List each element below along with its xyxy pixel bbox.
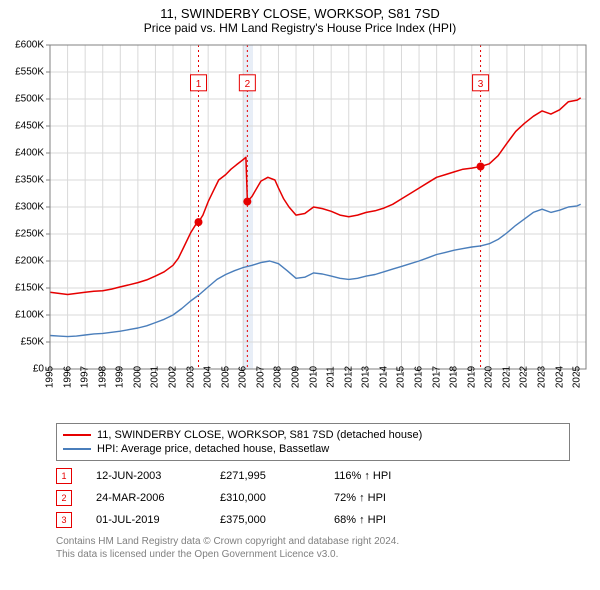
x-tick-label: 2000 [132, 366, 143, 388]
x-tick-label: 2025 [572, 366, 583, 388]
x-tick-label: 1995 [45, 366, 56, 388]
x-tick-label: 1998 [97, 366, 108, 388]
transaction-vs-hpi: 68% ↑ HPI [334, 514, 386, 526]
x-tick-label: 2016 [414, 366, 425, 388]
transaction-marker: 2 [56, 490, 72, 506]
transactions-table: 1 12-JUN-2003 £271,995 116% ↑ HPI 2 24-MAR-20… [56, 465, 570, 531]
x-tick-label: 1999 [115, 366, 126, 388]
footer-line-1: Contains HM Land Registry data © Crown c… [56, 535, 570, 548]
transaction-price: £310,000 [220, 492, 310, 504]
transaction-date: 01-JUL-2019 [96, 514, 196, 526]
chart-subtitle: Price paid vs. HM Land Registry's House … [0, 21, 600, 35]
x-tick-label: 2004 [203, 366, 214, 388]
transaction-row: 2 24-MAR-2006 £310,000 72% ↑ HPI [56, 487, 570, 509]
transaction-row: 1 12-JUN-2003 £271,995 116% ↑ HPI [56, 465, 570, 487]
x-tick-label: 2009 [291, 366, 302, 388]
x-tick-label: 2010 [308, 366, 319, 388]
transaction-vs-hpi: 72% ↑ HPI [334, 492, 386, 504]
footer-attribution: Contains HM Land Registry data © Crown c… [56, 535, 570, 561]
x-tick-label: 2014 [378, 366, 389, 388]
x-tick-label: 2021 [501, 366, 512, 388]
x-tick-label: 2003 [185, 366, 196, 388]
x-tick-label: 2023 [537, 366, 548, 388]
x-tick-label: 2012 [343, 366, 354, 388]
legend-item: 11, SWINDERBY CLOSE, WORKSOP, S81 7SD (d… [63, 428, 563, 442]
transaction-date: 12-JUN-2003 [96, 470, 196, 482]
x-tick-label: 2001 [150, 366, 161, 388]
x-tick-label: 2011 [326, 366, 337, 388]
x-tick-label: 2002 [168, 366, 179, 388]
x-tick-label: 2008 [273, 366, 284, 388]
legend-label: 11, SWINDERBY CLOSE, WORKSOP, S81 7SD (d… [97, 429, 422, 441]
x-tick-label: 2007 [255, 366, 266, 388]
legend-swatch [63, 434, 91, 436]
x-tick-label: 2017 [431, 366, 442, 388]
x-tick-label: 2024 [554, 366, 565, 388]
legend-label: HPI: Average price, detached house, Bass… [97, 443, 329, 455]
transaction-marker: 3 [56, 512, 72, 528]
x-tick-label: 1997 [80, 366, 91, 388]
legend-item: HPI: Average price, detached house, Bass… [63, 442, 563, 456]
transaction-marker: 1 [56, 468, 72, 484]
x-tick-label: 2015 [396, 366, 407, 388]
root: 11, SWINDERBY CLOSE, WORKSOP, S81 7SD Pr… [0, 0, 600, 561]
transaction-vs-hpi: 116% ↑ HPI [334, 470, 391, 482]
x-tick-label: 1996 [62, 366, 73, 388]
x-tick-label: 2013 [361, 366, 372, 388]
title-block: 11, SWINDERBY CLOSE, WORKSOP, S81 7SD Pr… [0, 0, 600, 37]
transaction-price: £271,995 [220, 470, 310, 482]
x-tick-labels: 1995 1996 1997 1998 1999 2000 2001 2002 2003 2004… [0, 37, 600, 417]
x-tick-label: 2005 [220, 366, 231, 388]
transaction-date: 24-MAR-2006 [96, 492, 196, 504]
transaction-price: £375,000 [220, 514, 310, 526]
transaction-row: 3 01-JUL-2019 £375,000 68% ↑ HPI [56, 509, 570, 531]
legend-swatch [63, 448, 91, 450]
x-tick-label: 2019 [466, 366, 477, 388]
legend: 11, SWINDERBY CLOSE, WORKSOP, S81 7SD (d… [56, 423, 570, 461]
footer-line-2: This data is licensed under the Open Gov… [56, 548, 570, 561]
x-tick-label: 2022 [519, 366, 530, 388]
chart-title: 11, SWINDERBY CLOSE, WORKSOP, S81 7SD [0, 6, 600, 21]
chart-area: 123 £0£50K£100K£150K£200K£250K£300K£350K… [0, 37, 600, 417]
x-tick-label: 2018 [449, 366, 460, 388]
x-tick-label: 2020 [484, 366, 495, 388]
x-tick-label: 2006 [238, 366, 249, 388]
